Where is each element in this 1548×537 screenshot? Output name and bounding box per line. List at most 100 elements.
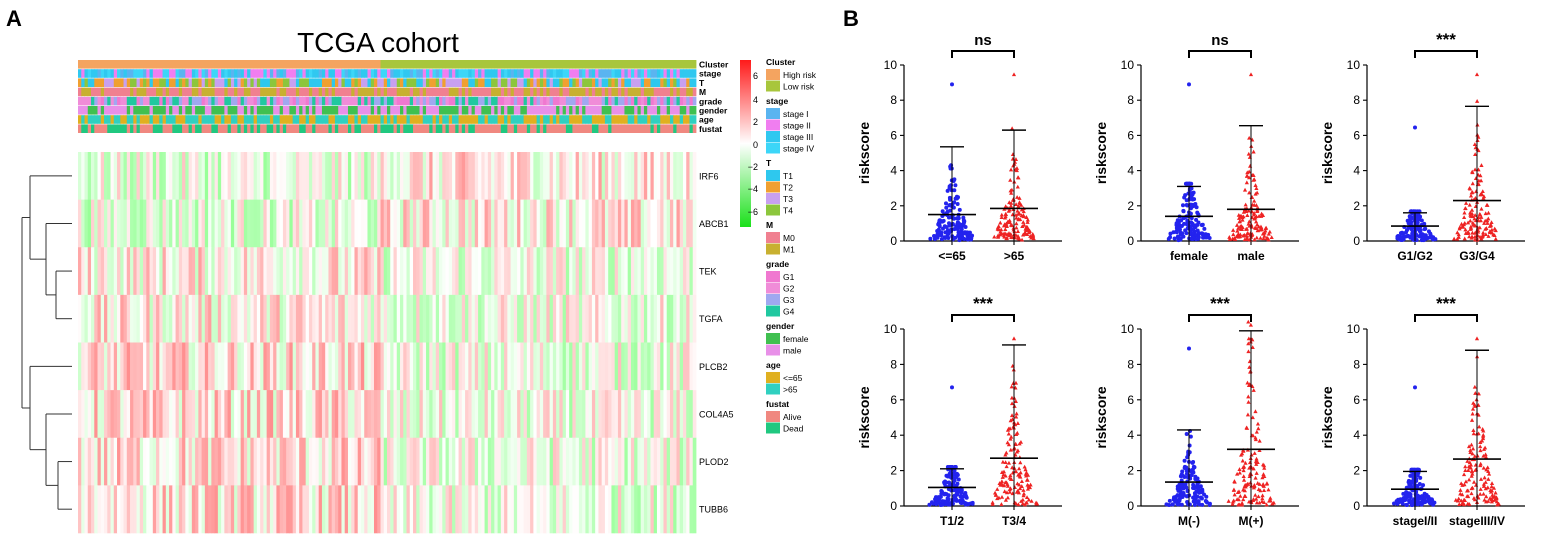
legend-swatch <box>766 411 780 422</box>
data-point <box>940 499 945 504</box>
annotation-cell-m <box>341 87 346 97</box>
annotation-cell-cluster <box>175 60 180 69</box>
heatmap-cell <box>689 294 694 343</box>
data-point <box>1009 413 1015 418</box>
annotation-cell-age <box>692 115 697 124</box>
heatmap-cell <box>152 199 157 248</box>
heatmap-cell <box>569 437 573 486</box>
heatmap-cell <box>243 152 248 200</box>
heatmap-cell <box>367 390 372 439</box>
data-point <box>1492 226 1497 231</box>
annotation-cell-gender <box>240 106 245 115</box>
heatmap-cell <box>585 485 590 534</box>
annotation-cell-cluster <box>591 60 596 69</box>
heatmap-cell <box>426 294 430 343</box>
heatmap-cell <box>559 437 564 486</box>
annotation-cell-m <box>608 87 612 97</box>
annotation-cell-grade <box>117 96 121 106</box>
annotation-cell-cluster <box>377 60 381 69</box>
annotation-cell-stage <box>224 69 229 78</box>
annotation-cell-stage <box>487 69 492 78</box>
annotation-cell-stage <box>630 69 635 78</box>
heatmap-cell <box>556 342 560 391</box>
heatmap-cell <box>139 152 144 200</box>
annotation-cell-age <box>325 115 329 124</box>
annotation-cell-m <box>546 87 551 97</box>
annotation-cell-fustat <box>110 124 115 133</box>
heatmap-cell <box>247 152 251 200</box>
annotation-cell-fustat <box>676 124 681 133</box>
heatmap-cell <box>253 247 258 296</box>
heatmap-cell <box>308 342 313 391</box>
annotation-cell-stage <box>175 69 180 78</box>
annotation-cell-cluster <box>347 60 352 69</box>
heatmap-cell <box>240 152 245 200</box>
heatmap-cell <box>608 247 612 296</box>
data-point <box>1244 174 1250 178</box>
heatmap-cell <box>624 199 629 248</box>
data-point <box>1182 458 1187 463</box>
annotation-cell-t <box>666 78 671 87</box>
heatmap-cell <box>481 485 485 534</box>
heatmap-cell <box>347 342 352 391</box>
data-point <box>958 500 963 505</box>
annotation-cell-age <box>367 115 372 124</box>
data-point <box>1484 203 1489 207</box>
heatmap-cell <box>172 247 176 296</box>
annotation-cell-cluster <box>260 60 264 69</box>
data-point <box>946 236 951 241</box>
annotation-cell-gender <box>133 106 137 115</box>
heatmap-cell <box>552 152 557 200</box>
heatmap-cell <box>139 485 144 534</box>
heatmap-cell <box>689 390 694 439</box>
heatmap-cell <box>543 437 547 486</box>
annotation-cell-stage <box>562 69 567 78</box>
heatmap-cell <box>126 342 131 391</box>
heatmap-cell <box>637 247 642 296</box>
heatmap-cell <box>221 294 225 343</box>
annotation-cell-cluster <box>351 60 355 69</box>
annotation-cell-age <box>679 115 684 124</box>
annotation-cell-age <box>357 115 362 124</box>
heatmap-cell <box>185 485 189 534</box>
heatmap-cell <box>530 390 534 439</box>
annotation-cell-grade <box>188 96 193 106</box>
annotation-cell-m <box>78 87 82 97</box>
annotation-cell-t <box>299 78 303 87</box>
annotation-cell-gender <box>660 106 664 115</box>
heatmap-cell <box>650 390 655 439</box>
data-point <box>1255 481 1260 485</box>
annotation-cell-gender <box>383 106 388 115</box>
heatmap-cell <box>530 485 534 534</box>
annotation-cell-fustat <box>221 124 225 133</box>
heatmap-cell <box>523 390 528 439</box>
heatmap-cell <box>653 342 658 391</box>
annotation-cell-m <box>214 87 219 97</box>
annotation-cell-t <box>461 78 466 87</box>
heatmap-cell <box>253 485 258 534</box>
data-point <box>1266 487 1271 492</box>
heatmap-cell <box>429 152 433 200</box>
annotation-cell-age <box>143 115 147 124</box>
data-point <box>996 227 1002 232</box>
data-point <box>1262 474 1267 479</box>
heatmap-cell <box>295 390 300 439</box>
annotation-cell-cluster <box>338 60 342 69</box>
annotation-cell-m <box>120 87 124 97</box>
heatmap-cell <box>686 390 690 439</box>
data-point <box>1469 190 1474 195</box>
heatmap-cell <box>204 294 209 343</box>
heatmap-cell <box>507 342 511 391</box>
annotation-cell-stage <box>156 69 160 78</box>
heatmap-cell <box>484 294 489 343</box>
heatmap-cell <box>178 199 183 248</box>
heatmap-cell <box>204 199 209 248</box>
heatmap-cell <box>396 294 401 343</box>
heatmap-cell <box>536 390 541 439</box>
heatmap-cell <box>370 437 375 486</box>
data-point <box>1187 82 1191 87</box>
annotation-cell-grade <box>178 96 183 106</box>
data-point <box>1460 224 1465 229</box>
data-point <box>1421 232 1426 237</box>
heatmap-cell <box>191 485 196 534</box>
